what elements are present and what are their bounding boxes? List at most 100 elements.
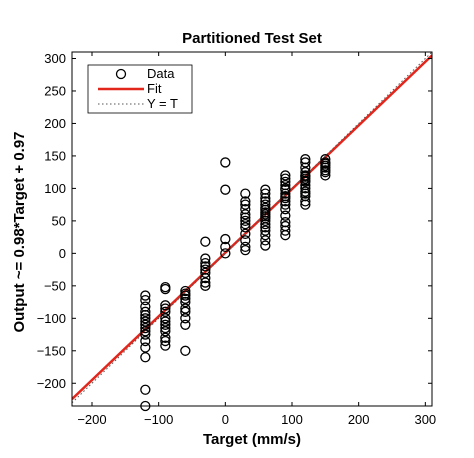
data-point <box>140 306 151 317</box>
legend: Data Fit Y = T <box>87 64 193 114</box>
data-point <box>140 319 151 330</box>
data-point <box>260 240 271 251</box>
data-point <box>160 322 171 334</box>
data-point <box>260 218 271 230</box>
scatter-points <box>140 154 331 412</box>
data-point <box>260 188 271 199</box>
x-tick-label: 0 <box>222 412 229 427</box>
data-point <box>280 225 291 236</box>
data-point <box>260 235 271 246</box>
data-point <box>140 322 151 334</box>
data-point <box>200 272 211 284</box>
y-tick-label: 150 <box>44 148 66 163</box>
data-point <box>200 280 211 291</box>
data-point <box>140 294 151 306</box>
data-point <box>140 316 151 327</box>
data-point <box>160 306 171 317</box>
data-point <box>160 303 171 314</box>
data-point <box>260 215 271 227</box>
x-axis-title: Target (mm/s) <box>203 431 301 448</box>
data-point <box>140 326 151 337</box>
chart-title: Partitioned Test Set <box>182 30 322 47</box>
data-point <box>140 352 151 363</box>
data-point <box>280 196 291 207</box>
data-point <box>200 267 211 278</box>
y-tick-label: 100 <box>44 181 66 196</box>
data-point <box>140 313 151 324</box>
data-point <box>240 218 251 230</box>
data-point <box>220 241 231 253</box>
data-point <box>300 199 311 210</box>
x-tick-label: 200 <box>348 412 370 427</box>
data-point <box>140 335 151 347</box>
data-point <box>140 342 151 353</box>
data-point <box>180 319 191 330</box>
y-tick-label: 250 <box>44 83 66 98</box>
data-point <box>280 192 291 204</box>
y-tick-label: 200 <box>44 116 66 131</box>
data-point <box>280 173 291 184</box>
data-point <box>300 176 311 188</box>
data-point <box>140 329 151 340</box>
x-tick-label: −100 <box>144 412 173 427</box>
data-point <box>180 306 191 317</box>
plot-frame <box>71 51 433 407</box>
legend-label-fit: Fit <box>147 81 162 96</box>
data-point <box>160 316 171 327</box>
data-point <box>280 170 291 181</box>
data-point <box>240 244 251 256</box>
data-point <box>200 257 211 269</box>
data-point <box>240 235 251 246</box>
data-point <box>240 188 251 199</box>
data-point <box>220 184 231 195</box>
y-axis-title: Output ~= 0.98*Target + 0.97 <box>11 131 28 332</box>
data-point <box>240 196 251 207</box>
data-point <box>240 212 251 223</box>
y-tick-label: 50 <box>52 213 66 228</box>
data-point <box>260 225 271 236</box>
data-point <box>180 285 191 297</box>
data-point <box>140 384 151 395</box>
data-point <box>220 233 231 245</box>
data-point <box>160 300 171 311</box>
data-point <box>240 241 251 253</box>
data-point <box>160 283 171 295</box>
series-lines <box>72 52 432 404</box>
legend-label-data: Data <box>147 66 175 81</box>
data-point <box>280 210 291 221</box>
data-point <box>280 230 291 241</box>
data-point <box>300 157 311 168</box>
data-point <box>180 303 191 314</box>
data-point <box>240 228 251 240</box>
x-tick-label: −200 <box>77 412 106 427</box>
data-point <box>160 326 171 337</box>
data-point <box>180 296 191 308</box>
data-point <box>160 313 171 324</box>
data-point <box>140 309 151 321</box>
data-point <box>200 236 211 247</box>
data-point <box>160 319 171 330</box>
data-point <box>240 209 251 220</box>
data-point <box>320 162 331 173</box>
data-point <box>300 196 311 207</box>
data-point <box>260 230 271 241</box>
data-point <box>180 293 191 304</box>
y-tick-label: −150 <box>37 343 66 358</box>
data-point <box>200 261 211 272</box>
x-tick-label: 300 <box>414 412 436 427</box>
data-point <box>300 188 311 199</box>
data-point <box>180 290 191 301</box>
data-point <box>200 277 211 288</box>
legend-data-marker <box>115 68 127 80</box>
data-point <box>140 290 151 301</box>
data-point <box>260 199 271 210</box>
y-tick-label: −100 <box>37 311 66 326</box>
data-point <box>160 332 171 343</box>
legend-label-identity: Y = T <box>147 96 178 111</box>
data-point <box>220 248 231 259</box>
y-tick-label: −200 <box>37 376 66 391</box>
fit-line <box>72 54 432 401</box>
data-point <box>300 183 311 194</box>
data-point <box>160 335 171 347</box>
y-tick-label: 0 <box>59 246 66 261</box>
